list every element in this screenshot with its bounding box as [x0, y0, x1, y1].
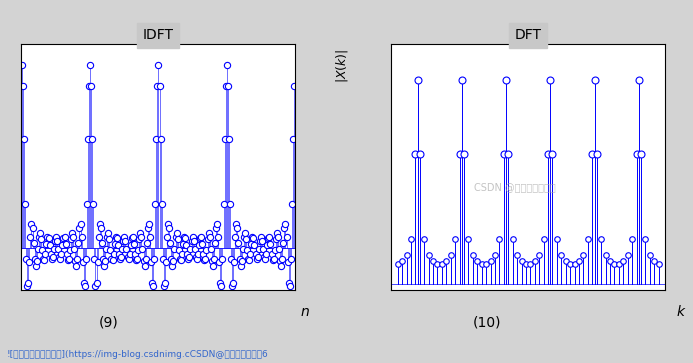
Title: DFT: DFT — [515, 28, 542, 42]
Text: (10): (10) — [473, 315, 501, 329]
Text: (9): (9) — [98, 315, 119, 329]
Text: $|X(k)|$: $|X(k)|$ — [333, 49, 350, 83]
Text: ![在这里插入图片描述](https://img-blog.csdnimg.cCSDN@棉花糖永远滴神6: ![在这里插入图片描述](https://img-blog.csdnimg.cC… — [7, 350, 269, 359]
Text: CSDN @棉花糖永远滴神: CSDN @棉花糖永远滴神 — [473, 182, 555, 192]
Title: IDFT: IDFT — [143, 28, 173, 42]
Text: n: n — [301, 305, 309, 319]
Text: k: k — [676, 305, 684, 319]
